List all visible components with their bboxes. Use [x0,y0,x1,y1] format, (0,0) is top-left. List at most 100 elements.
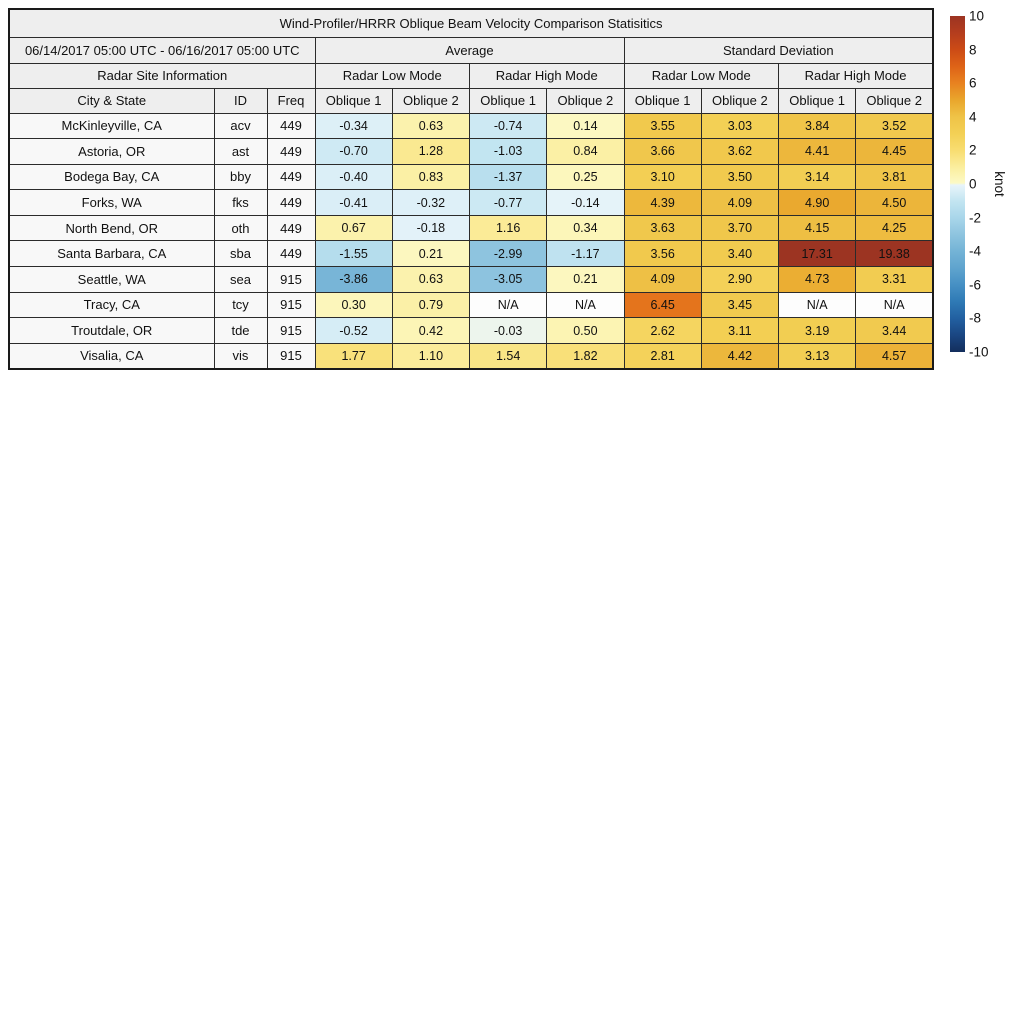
value-cell: 3.44 [855,317,934,344]
value-cell: -1.55 [314,240,393,268]
freq-cell: 915 [266,342,316,370]
value-cell: 3.50 [700,163,780,191]
value-cell: 3.10 [623,163,702,191]
table-row: McKinleyville, CA acv 449 -0.34 0.63 -0.74 0.1… [8,112,934,140]
table-row: Forks, WA fks 449 -0.41 -0.32 -0.77 -0.14 4.39 4… [8,189,934,216]
value-cell: -1.37 [468,163,548,191]
id-cell: ast [213,138,268,165]
value-cell: 4.41 [777,138,857,165]
value-cell: 0.84 [546,138,625,165]
site-info-header: Radar Site Information [8,62,316,89]
period-cell: 06/14/2017 05:00 UTC - 06/16/2017 05:00 … [8,36,316,64]
column-header-oblique: Oblique 2 [700,87,780,114]
table-row: Seattle, WA sea 915 -3.86 0.63 -3.05 0.21 4.09 2… [8,266,934,293]
average-group-header: Average [314,36,625,64]
value-cell: 1.77 [314,342,393,370]
value-cell: 1.82 [546,342,625,370]
value-cell: -3.86 [314,266,393,293]
freq-cell: 449 [266,214,316,242]
id-cell: sea [213,266,268,293]
value-cell: -3.05 [468,266,548,293]
value-cell: N/A [855,291,934,319]
colorbar-tick-label: -8 [969,310,982,326]
table-header: Wind-Profiler/HRRR Oblique Beam Velocity… [8,8,934,114]
value-cell: -0.77 [468,189,548,216]
value-cell: 1.54 [468,342,548,370]
value-cell: 3.81 [855,163,934,191]
value-cell: -0.41 [314,189,393,216]
value-cell: -0.52 [314,317,393,344]
freq-cell: 915 [266,291,316,319]
value-cell: 4.39 [623,189,702,216]
column-header-oblique: Oblique 1 [468,87,548,114]
title-row: Wind-Profiler/HRRR Oblique Beam Velocity… [8,8,934,38]
freq-cell: 449 [266,138,316,165]
column-header-id: ID [213,87,268,114]
city-cell: Forks, WA [8,189,215,216]
city-cell: North Bend, OR [8,214,215,242]
value-cell: 0.42 [391,317,471,344]
value-cell: 0.21 [391,240,471,268]
column-header-city: City & State [8,87,215,114]
value-cell: 3.14 [777,163,857,191]
city-cell: Bodega Bay, CA [8,163,215,191]
value-cell: 4.73 [777,266,857,293]
id-cell: oth [213,214,268,242]
value-cell: 4.57 [855,342,934,370]
id-cell: sba [213,240,268,268]
value-cell: 4.15 [777,214,857,242]
id-cell: vis [213,342,268,370]
value-cell: 3.55 [623,112,702,140]
colorbar: 10 8 6 4 2 0 -2 -4 -6 -8 -10 knot [950,9,1024,368]
freq-cell: 449 [266,240,316,268]
city-cell: Seattle, WA [8,266,215,293]
colorbar-tick-label: 10 [969,8,985,24]
value-cell: -0.32 [391,189,471,216]
value-cell: 4.50 [855,189,934,216]
column-header-freq: Freq [266,87,316,114]
id-cell: tcy [213,291,268,319]
value-cell: 2.90 [700,266,780,293]
value-cell: 19.38 [855,240,934,268]
value-cell: 0.67 [314,214,393,242]
city-cell: Troutdale, OR [8,317,215,344]
column-header-oblique: Oblique 1 [777,87,857,114]
city-cell: Astoria, OR [8,138,215,165]
city-cell: McKinleyville, CA [8,112,215,140]
value-cell: 3.70 [700,214,780,242]
avg-high-mode-header: Radar High Mode [469,62,625,89]
table-row: North Bend, OR oth 449 0.67 -0.18 1.16 0.34 3.6… [8,214,934,242]
value-cell: 3.19 [777,317,857,344]
freq-cell: 449 [266,189,316,216]
value-cell: 4.42 [700,342,780,370]
colorbar-tick-label: -10 [969,344,989,360]
column-header-row: City & State ID Freq Oblique 1 Oblique 2… [8,87,934,114]
value-cell: 3.63 [623,214,702,242]
value-cell: 1.10 [391,342,471,370]
id-cell: bby [213,163,268,191]
table-body: McKinleyville, CA acv 449 -0.34 0.63 -0.74 0.1… [8,112,934,370]
value-cell: 4.09 [623,266,702,293]
value-cell: 3.62 [700,138,780,165]
value-cell: 2.81 [623,342,702,370]
value-cell: 3.84 [777,112,857,140]
colorbar-tick-label: 2 [969,142,977,158]
value-cell: -0.74 [468,112,548,140]
value-cell: 0.25 [546,163,625,191]
value-cell: -0.34 [314,112,393,140]
city-cell: Visalia, CA [8,342,215,370]
freq-cell: 915 [266,317,316,344]
value-cell: -0.03 [468,317,548,344]
value-cell: -0.40 [314,163,393,191]
value-cell: 4.25 [855,214,934,242]
value-cell: 0.79 [391,291,471,319]
value-cell: -0.14 [546,189,625,216]
table-row: Santa Barbara, CA sba 449 -1.55 0.21 -2.99 -1.… [8,240,934,268]
stats-table: Wind-Profiler/HRRR Oblique Beam Velocity… [8,8,935,370]
value-cell: 17.31 [777,240,857,268]
colorbar-tick-label: 8 [969,41,977,57]
value-cell: -0.70 [314,138,393,165]
value-cell: 3.66 [623,138,702,165]
column-header-oblique: Oblique 2 [546,87,625,114]
colorbar-tick-label: -4 [969,243,982,259]
